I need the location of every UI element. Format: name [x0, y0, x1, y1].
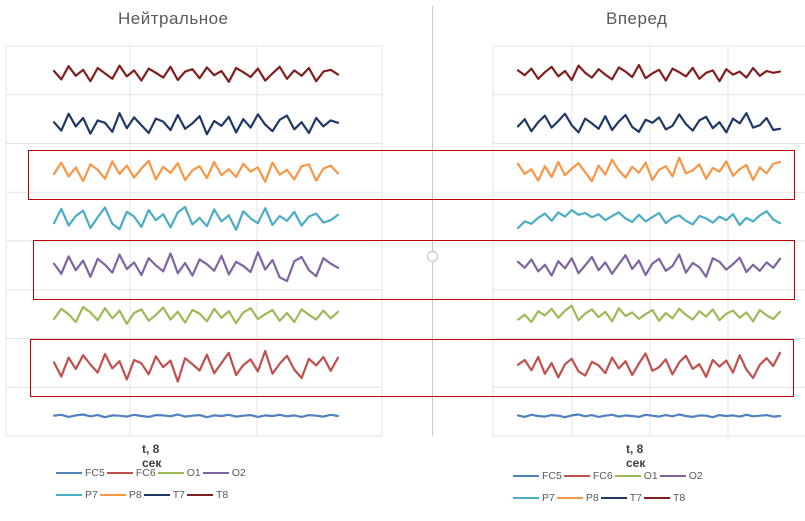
series-line-t8 [516, 63, 782, 83]
legend-item-p7: P7 [513, 492, 555, 504]
legend-label: FC5 [85, 467, 105, 479]
legend-swatch [643, 497, 670, 500]
legend-swatch [513, 497, 539, 500]
legend-swatch [56, 494, 82, 497]
legend-row-right-1: FC5 FC6 O1 O2 [513, 470, 705, 482]
legend-row-right-2: P7 P8 T7 T8 [513, 492, 687, 504]
legend-label: T7 [172, 489, 185, 501]
legend-label: FC6 [135, 467, 156, 479]
legend-item-fc6: FC6 [563, 470, 613, 482]
series-line-p7 [516, 208, 782, 230]
legend-swatch [659, 475, 686, 478]
legend-label: T8 [215, 489, 229, 501]
legend-label: FC5 [542, 470, 562, 482]
legend-label: T7 [629, 492, 642, 504]
legend-swatch [106, 472, 133, 475]
legend-swatch [143, 494, 170, 497]
x-axis-label-left: t, 8 сек [142, 442, 162, 470]
legend-swatch [600, 497, 627, 500]
legend-label: P8 [585, 492, 599, 504]
series-line-o1 [516, 304, 782, 324]
legend-item-p8: P8 [556, 492, 599, 504]
legend-label: O1 [186, 467, 201, 479]
legend-swatch [56, 472, 82, 475]
legend-item-t7: T7 [143, 489, 185, 501]
series-line-t7 [516, 112, 782, 134]
chart-title-right: Вперед [606, 9, 668, 28]
x-axis-label-right: t, 8 сек [626, 442, 646, 470]
legend-row-left-2: P7 P8 T7 T8 [56, 489, 230, 501]
legend-swatch [556, 497, 583, 500]
series-line-o2 [516, 253, 782, 278]
divider-handle[interactable] [427, 251, 438, 262]
series-line-p8 [52, 159, 340, 183]
legend-label: O2 [231, 467, 246, 479]
series-line-fc6 [516, 351, 782, 380]
series-line-p8 [516, 156, 782, 183]
legend-item-fc5: FC5 [513, 470, 562, 482]
series-line-t8 [52, 64, 340, 83]
series-line-p7 [52, 205, 340, 231]
series-line-fc5 [516, 413, 782, 419]
series-line-fc5 [52, 413, 340, 419]
legend-item-o2: O2 [202, 467, 246, 479]
legend-item-fc5: FC5 [56, 467, 105, 479]
legend-swatch [157, 472, 184, 475]
legend-row-left-1: FC5 FC6 O1 O2 [56, 467, 248, 479]
legend-label: P7 [85, 489, 98, 501]
legend-label: T8 [672, 492, 686, 504]
highlight-box-fc6 [30, 339, 794, 397]
legend-item-t7: T7 [600, 492, 642, 504]
legend-item-fc6: FC6 [106, 467, 156, 479]
legend-item-o1: O1 [614, 470, 658, 482]
legend-item-t8: T8 [643, 492, 686, 504]
legend-swatch [186, 494, 213, 497]
legend-item-p7: P7 [56, 489, 98, 501]
legend-label: O2 [688, 470, 703, 482]
legend-label: P7 [542, 492, 555, 504]
panel-divider [432, 6, 433, 436]
legend-swatch [614, 475, 641, 478]
highlight-box-o2 [33, 240, 795, 300]
legend-label: P8 [128, 489, 142, 501]
legend-swatch [202, 472, 229, 475]
legend-swatch [99, 494, 126, 497]
series-line-t7 [52, 112, 340, 136]
legend-item-o1: O1 [157, 467, 201, 479]
plot-area-left [5, 45, 383, 437]
legend-item-p8: P8 [99, 489, 142, 501]
legend-swatch [563, 475, 590, 478]
chart-title-left: Нейтральное [118, 9, 229, 28]
legend-swatch [513, 475, 539, 478]
series-line-o1 [52, 305, 340, 325]
plot-area-right [492, 45, 805, 437]
series-line-fc6 [52, 349, 340, 383]
series-line-o2 [52, 251, 340, 283]
legend-label: O1 [643, 470, 658, 482]
legend-item-t8: T8 [186, 489, 229, 501]
legend-label: FC6 [592, 470, 613, 482]
highlight-box-p8 [28, 150, 795, 200]
legend-item-o2: O2 [659, 470, 703, 482]
